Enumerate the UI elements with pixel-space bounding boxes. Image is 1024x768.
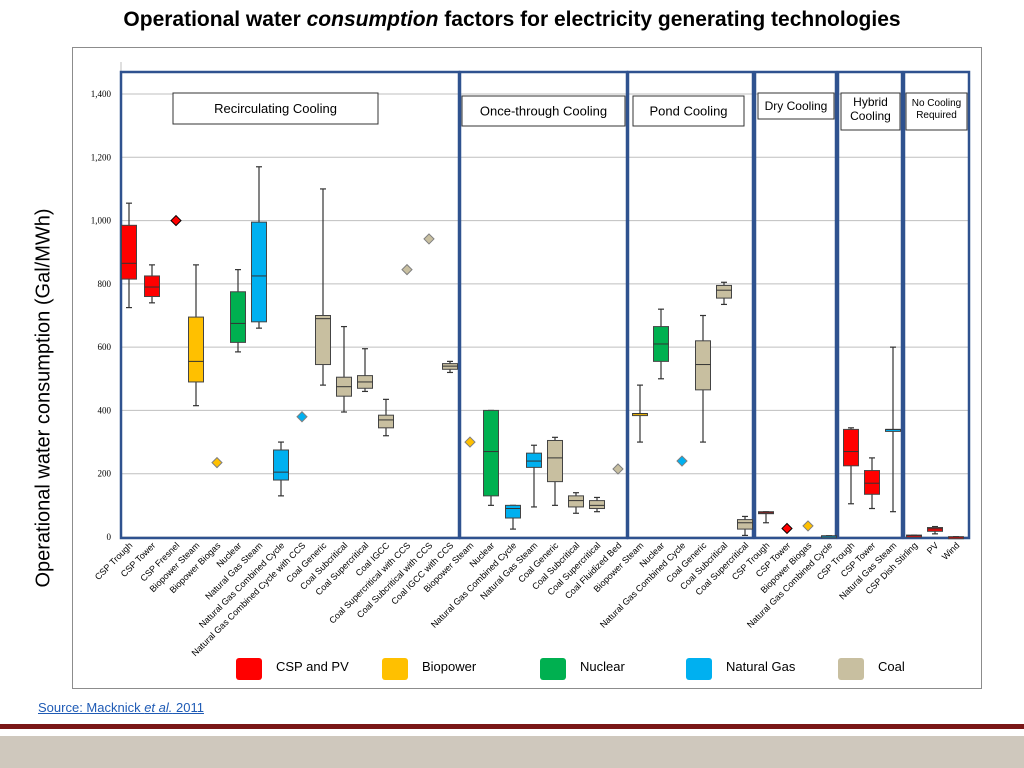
box-natural-gas-combined-cycle-18 [505, 504, 521, 519]
box-coal-supercritical-29 [737, 519, 753, 530]
legend: CSP and PV Biopower Nuclear Natural Gas … [236, 656, 936, 686]
box-coal-generic-9 [315, 315, 331, 366]
y-tick-label: 1,400 [91, 89, 112, 99]
panel-no-cooling-required [902, 70, 971, 540]
panel-label-pond-cooling: Pond Cooling [649, 104, 727, 119]
point-coal-subcritical-with-ccs-14 [423, 233, 435, 245]
box-csp-tower-35 [864, 470, 880, 495]
y-tick-label: 200 [98, 469, 112, 479]
panel-label-box-once-through-cooling [461, 95, 626, 127]
x-tick-label-wind-39: Wind [940, 540, 962, 562]
panel-pond-cooling [626, 70, 755, 540]
panel-label-box-pond-cooling [632, 95, 745, 127]
legend-swatch-coal [838, 658, 864, 680]
footer-band [0, 736, 1024, 768]
point-biopower-biogas-32 [802, 520, 814, 532]
box-csp-trough-0 [121, 224, 137, 280]
panel-label-no-cooling-required: Required [916, 110, 957, 121]
point-natural-gas-combined-cycle-with-ccs-8 [296, 411, 308, 423]
box-plot-chart: 0 200 400 600 800 1,000 1,200 1,400 Recirculatin… [91, 62, 971, 658]
legend-swatch-biopower [382, 658, 408, 680]
box-coal-generic-20 [547, 439, 563, 483]
y-tick-label: 1,200 [91, 152, 112, 162]
box-coal-supercritical-22 [589, 500, 605, 510]
panel-label-hybrid-cooling: Hybrid [853, 95, 888, 109]
y-axis-label: Operational water consumption (Gal/MWh) [32, 208, 55, 588]
chart-frame [72, 47, 982, 689]
panel-label-no-cooling-required: No Cooling [912, 98, 961, 109]
box-coal-subcritical-28 [716, 284, 732, 299]
legend-swatch-natural-gas [686, 658, 712, 680]
panel-label-box-dry-cooling [757, 92, 835, 120]
footer-rule [0, 724, 1024, 729]
point-csp-fresnel-2 [170, 214, 182, 227]
box-natural-gas-combined-cycle-7 [273, 449, 289, 481]
panel-label-box-hybrid-cooling [840, 92, 901, 131]
box-pv-38 [927, 527, 943, 532]
box-nuclear-5 [230, 291, 246, 343]
chart-title: Operational water consumption factors fo… [123, 8, 901, 31]
y-tick-label: 400 [98, 405, 112, 415]
point-biopower-biogas-4 [211, 456, 223, 469]
point-coal-fluidized-bed-23 [612, 463, 624, 475]
panel-recirculating-cooling [119, 70, 461, 540]
legend-label-biopower: Biopower [422, 659, 477, 674]
point-csp-tower-31 [781, 522, 793, 535]
legend-label-nuclear: Nuclear [580, 659, 625, 674]
box-csp-tower-1 [144, 275, 160, 298]
box-biopower-steam-3 [188, 316, 204, 383]
point-coal-supercritical-with-ccs-13 [401, 263, 413, 276]
x-tick-label-pv-38: PV [925, 540, 941, 556]
box-csp-trough-34 [843, 428, 859, 467]
panel-dry-cooling [753, 70, 838, 540]
panel-label-box-no-cooling-required [905, 92, 968, 131]
legend-swatch-nuclear [540, 658, 566, 680]
legend-label-coal: Coal [878, 659, 905, 674]
panel-hybrid-cooling [836, 70, 904, 540]
y-tick-label: 0 [107, 532, 112, 542]
box-coal-igcc-12 [378, 414, 394, 429]
point-natural-gas-combined-cycle-26 [676, 455, 688, 467]
box-natural-gas-steam-19 [526, 452, 542, 468]
legend-swatch-csp-pv [236, 658, 262, 680]
box-coal-generic-27 [695, 340, 711, 391]
y-tick-label: 800 [98, 279, 112, 289]
legend-label-csp-pv: CSP and PV [276, 659, 349, 674]
y-tick-label: 600 [98, 342, 112, 352]
source-link[interactable]: Source: Macknick et al. 2011 [38, 700, 204, 715]
panel-label-once-through-cooling: Once-through Cooling [480, 104, 607, 119]
y-tick-label: 1,000 [91, 216, 112, 226]
panel-label-box-recirculating-cooling [172, 92, 379, 125]
box-coal-subcritical-21 [568, 495, 584, 508]
panel-label-dry-cooling: Dry Cooling [765, 99, 828, 113]
legend-label-natural-gas: Natural Gas [726, 659, 796, 674]
point-biopower-steam-16 [464, 436, 476, 448]
panel-label-hybrid-cooling: Cooling [850, 109, 891, 123]
box-natural-gas-steam-6 [251, 221, 267, 323]
panel-label-recirculating-cooling: Recirculating Cooling [214, 101, 337, 116]
box-nuclear-17 [483, 409, 499, 497]
